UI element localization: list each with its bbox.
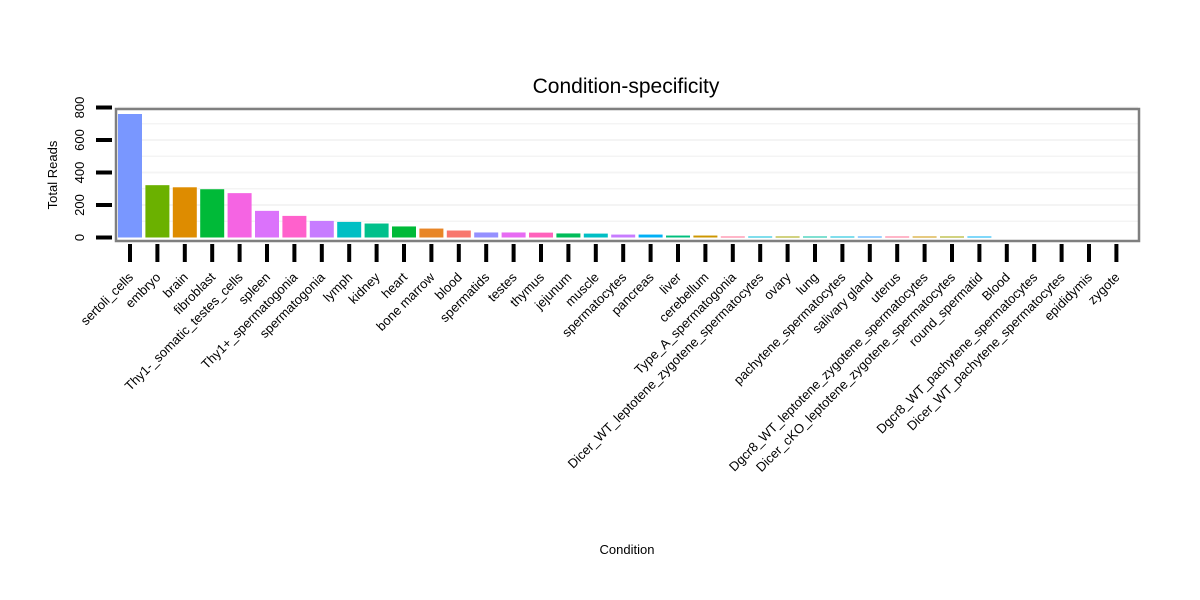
bar-lymph (337, 221, 362, 238)
bar-sertoli-cells (118, 114, 142, 238)
gridlines (118, 106, 1138, 222)
y-tick-label: 400 (72, 162, 87, 184)
plot-panel-border (114, 107, 1141, 243)
bar-dicer-cko-leptotene-zygotene-spermatocytes (940, 236, 964, 238)
bar-fibroblast (200, 189, 225, 238)
bar-dicer-wt-leptotene-zygotene-spermatocytes (748, 236, 773, 238)
bar-ovary (775, 236, 800, 238)
bars (118, 114, 992, 238)
chart-title: Condition-specificity (533, 75, 720, 98)
bar-pachytene-spermatocytes (830, 236, 855, 238)
bar-thymus (529, 232, 553, 238)
bar-lung (803, 236, 827, 238)
bar-blood (446, 230, 471, 238)
bar-testes (501, 232, 526, 238)
bar-brain (172, 187, 197, 238)
bar-dgcr8-wt-leptotene-zygotene-spermatocytes (912, 236, 937, 238)
bar-spleen (255, 210, 279, 238)
x-tick-label: kidney (346, 269, 384, 307)
bar-salivary-gland (857, 236, 882, 238)
bar-spermatogonia (309, 220, 334, 238)
bar-round-spermatid (967, 236, 992, 238)
y-tick-label: 0 (72, 234, 87, 241)
bar-spermatids (474, 232, 499, 238)
bar-thy1-spermatogonia (282, 215, 307, 238)
bar-jejunum (556, 233, 581, 238)
y-axis: 0 200 400 600 800 (72, 97, 112, 241)
bar-kidney (364, 223, 389, 238)
bar-liver (666, 235, 690, 238)
y-tick-label: 200 (72, 194, 87, 216)
x-axis-label: Condition (600, 542, 655, 557)
bar-pancreas (638, 234, 663, 238)
x-tick-label: zygote (1085, 270, 1123, 308)
bar-spermatocytes (611, 234, 636, 238)
bar-muscle (583, 233, 608, 238)
x-axis: sertoli_cellsembryobrainfibroblastThy1-_… (77, 244, 1123, 475)
bar-embryo (145, 185, 170, 238)
bar-uterus (885, 236, 910, 238)
y-tick-label: 600 (72, 129, 87, 151)
x-tick-label: ovary (761, 269, 794, 302)
bar-cerebellum (693, 235, 718, 238)
y-axis-label: Total Reads (45, 140, 60, 209)
bar-bone-marrow (419, 228, 444, 238)
bar-heart (392, 226, 416, 238)
bar-thy1-somatic-testes-cells (227, 193, 252, 238)
bar-type-a-spermatogonia (720, 236, 745, 238)
y-tick-label: 800 (72, 97, 87, 119)
